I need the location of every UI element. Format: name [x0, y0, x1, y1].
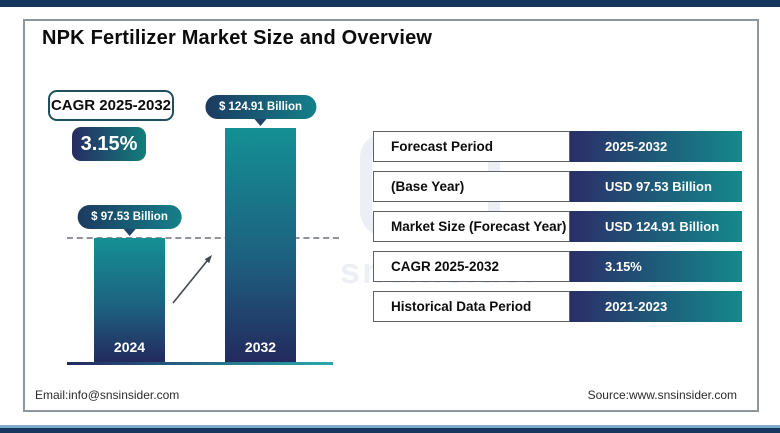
- market-summary-table: Forecast Period 2025-2032 (Base Year) US…: [373, 131, 742, 331]
- bar-2032: 2032: [225, 128, 296, 362]
- pill-pointer-icon: [123, 229, 136, 236]
- x-axis-line: [67, 362, 333, 365]
- value-label-2024: $ 97.53 Billion: [91, 211, 168, 223]
- bar-2024: 2024: [94, 238, 165, 362]
- table-row-label: Historical Data Period: [373, 291, 570, 322]
- table-row-value: USD 97.53 Billion: [570, 171, 742, 202]
- bottom-accent-bar: [0, 428, 780, 433]
- bar-group-2024: $ 97.53 Billion 2024: [77, 205, 182, 362]
- bar-chart: $ 97.53 Billion 2024 $ 124.91 Billion 20…: [67, 94, 339, 365]
- cagr-period-box: CAGR 2025-2032: [48, 90, 174, 121]
- reference-dashed-line: [67, 237, 339, 239]
- category-label-2032: 2032: [244, 339, 277, 355]
- bar-group-2032: $ 124.91 Billion 2032: [204, 95, 317, 362]
- footer-source: Source:www.snsinsider.com: [587, 388, 737, 402]
- value-label-pill-2024: $ 97.53 Billion: [77, 205, 182, 236]
- table-row-value: 3.15%: [570, 251, 742, 282]
- table-row-value: USD 124.91 Billion: [570, 211, 742, 242]
- value-label-pill-2032: $ 124.91 Billion: [204, 95, 317, 126]
- growth-arrow-icon: [172, 255, 212, 304]
- content-frame: [23, 19, 759, 412]
- category-label-2024: 2024: [113, 339, 146, 355]
- table-row: Forecast Period 2025-2032: [373, 131, 742, 162]
- page-title: NPK Fertilizer Market Size and Overview: [42, 27, 433, 49]
- table-row: Historical Data Period 2021-2023: [373, 291, 742, 322]
- table-row-value: 2025-2032: [570, 131, 742, 162]
- table-row-label: Market Size (Forecast Year): [373, 211, 570, 242]
- cagr-value-badge: 3.15%: [72, 127, 146, 161]
- table-row: Market Size (Forecast Year) USD 124.91 B…: [373, 211, 742, 242]
- table-row: CAGR 2025-2032 3.15%: [373, 251, 742, 282]
- table-row: (Base Year) USD 97.53 Billion: [373, 171, 742, 202]
- value-label-2032: $ 124.91 Billion: [218, 101, 303, 113]
- cagr-value-label: 3.15%: [80, 132, 138, 155]
- cagr-period-label: CAGR 2025-2032: [50, 97, 172, 114]
- table-row-value: 2021-2023: [570, 291, 742, 322]
- footer-email: Email:info@snsinsider.com: [35, 388, 180, 402]
- pill-pointer-icon: [254, 119, 267, 126]
- bottom-accent-line: [0, 425, 780, 428]
- top-accent-bar: [0, 0, 780, 7]
- table-row-label: (Base Year): [373, 171, 570, 202]
- table-row-label: Forecast Period: [373, 131, 570, 162]
- table-row-label: CAGR 2025-2032: [373, 251, 570, 282]
